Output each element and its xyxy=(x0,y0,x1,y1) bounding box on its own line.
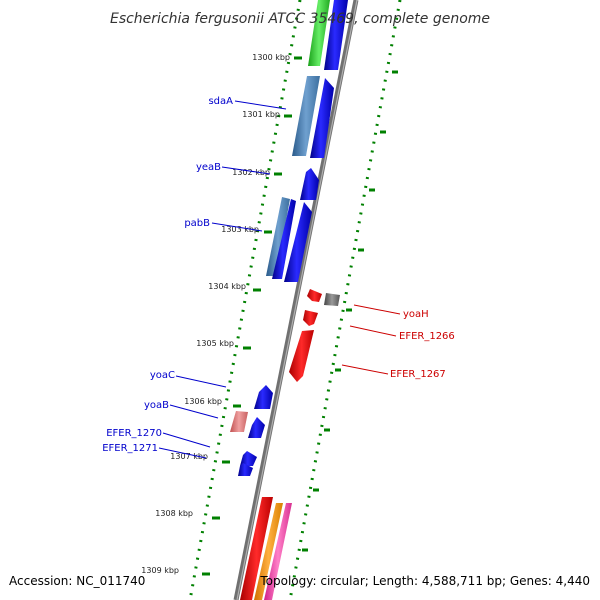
map-title: Escherichia fergusonii ATCC 35469, compl… xyxy=(110,11,490,27)
gene-label-yoaC: yoaC xyxy=(150,370,175,381)
accession-label: Accession: NC_011740 xyxy=(9,574,146,588)
gene-blue-top xyxy=(324,0,348,70)
gene-gray-rev xyxy=(324,293,340,306)
kbp-label: 1309 kbp xyxy=(141,566,179,575)
kbp-ticks xyxy=(202,56,302,576)
gene-red-bottom xyxy=(240,497,273,600)
gene-orange-bottom xyxy=(254,503,283,600)
gene-label-pabB: pabB xyxy=(184,218,210,229)
gene-yoaB-pink xyxy=(230,411,248,432)
gene-magenta-bottom xyxy=(264,503,292,600)
gene-yoaC xyxy=(254,385,273,409)
gene-yeaB xyxy=(300,168,319,200)
gene-label-yoaB: yoaB xyxy=(144,400,169,411)
reverse-gene-labels: yoaH EFER_1266 EFER_1267 xyxy=(341,304,455,380)
gene-label-EFER_1267: EFER_1267 xyxy=(390,369,446,380)
kbp-label: 1300 kbp xyxy=(252,53,290,62)
kbp-label: 1305 kbp xyxy=(196,339,234,348)
gene-label-EFER_1266: EFER_1266 xyxy=(399,331,455,342)
gene-label-yeaB: yeaB xyxy=(196,162,221,173)
gene-label-EFER_1271: EFER_1271 xyxy=(102,443,158,454)
gene-pabB-a xyxy=(266,197,290,276)
genome-backbone xyxy=(233,0,359,600)
gene-green-top xyxy=(308,0,330,66)
gene-yoaB xyxy=(248,417,265,438)
gene-label-yoaH: yoaH xyxy=(403,309,429,320)
gene-yoaH xyxy=(307,289,322,302)
kbp-labels: 1300 kbp 1301 kbp 1302 kbp 1303 kbp 1304… xyxy=(141,53,290,575)
gene-label-EFER_1270: EFER_1270 xyxy=(106,428,162,439)
gene-sdaA-b xyxy=(310,78,334,158)
gene-pabB-c xyxy=(284,202,312,282)
gene-EFER_1267 xyxy=(289,330,314,382)
gene-EFER_1270 xyxy=(240,451,257,466)
inner-tick-track xyxy=(188,0,302,600)
gene-EFER_1271 xyxy=(238,463,253,476)
kbp-label: 1303 kbp xyxy=(221,225,259,234)
kbp-label: 1308 kbp xyxy=(155,509,193,518)
outer-ticks xyxy=(302,70,398,552)
gene-label-sdaA: sdaA xyxy=(208,96,233,107)
kbp-label: 1301 kbp xyxy=(242,110,280,119)
kbp-label: 1302 kbp xyxy=(232,168,270,177)
kbp-label: 1306 kbp xyxy=(184,397,222,406)
gene-sdaA-a xyxy=(292,76,320,156)
kbp-label: 1307 kbp xyxy=(170,452,208,461)
kbp-label: 1304 kbp xyxy=(208,282,246,291)
gene-pabB-b xyxy=(272,199,296,279)
genome-summary: Topology: circular; Length: 4,588,711 bp… xyxy=(260,574,590,588)
forward-gene-labels: sdaA yeaB pabB yoaC yoaB EFER_1270 EFER_… xyxy=(102,96,287,459)
gene-EFER_1266 xyxy=(303,310,318,326)
